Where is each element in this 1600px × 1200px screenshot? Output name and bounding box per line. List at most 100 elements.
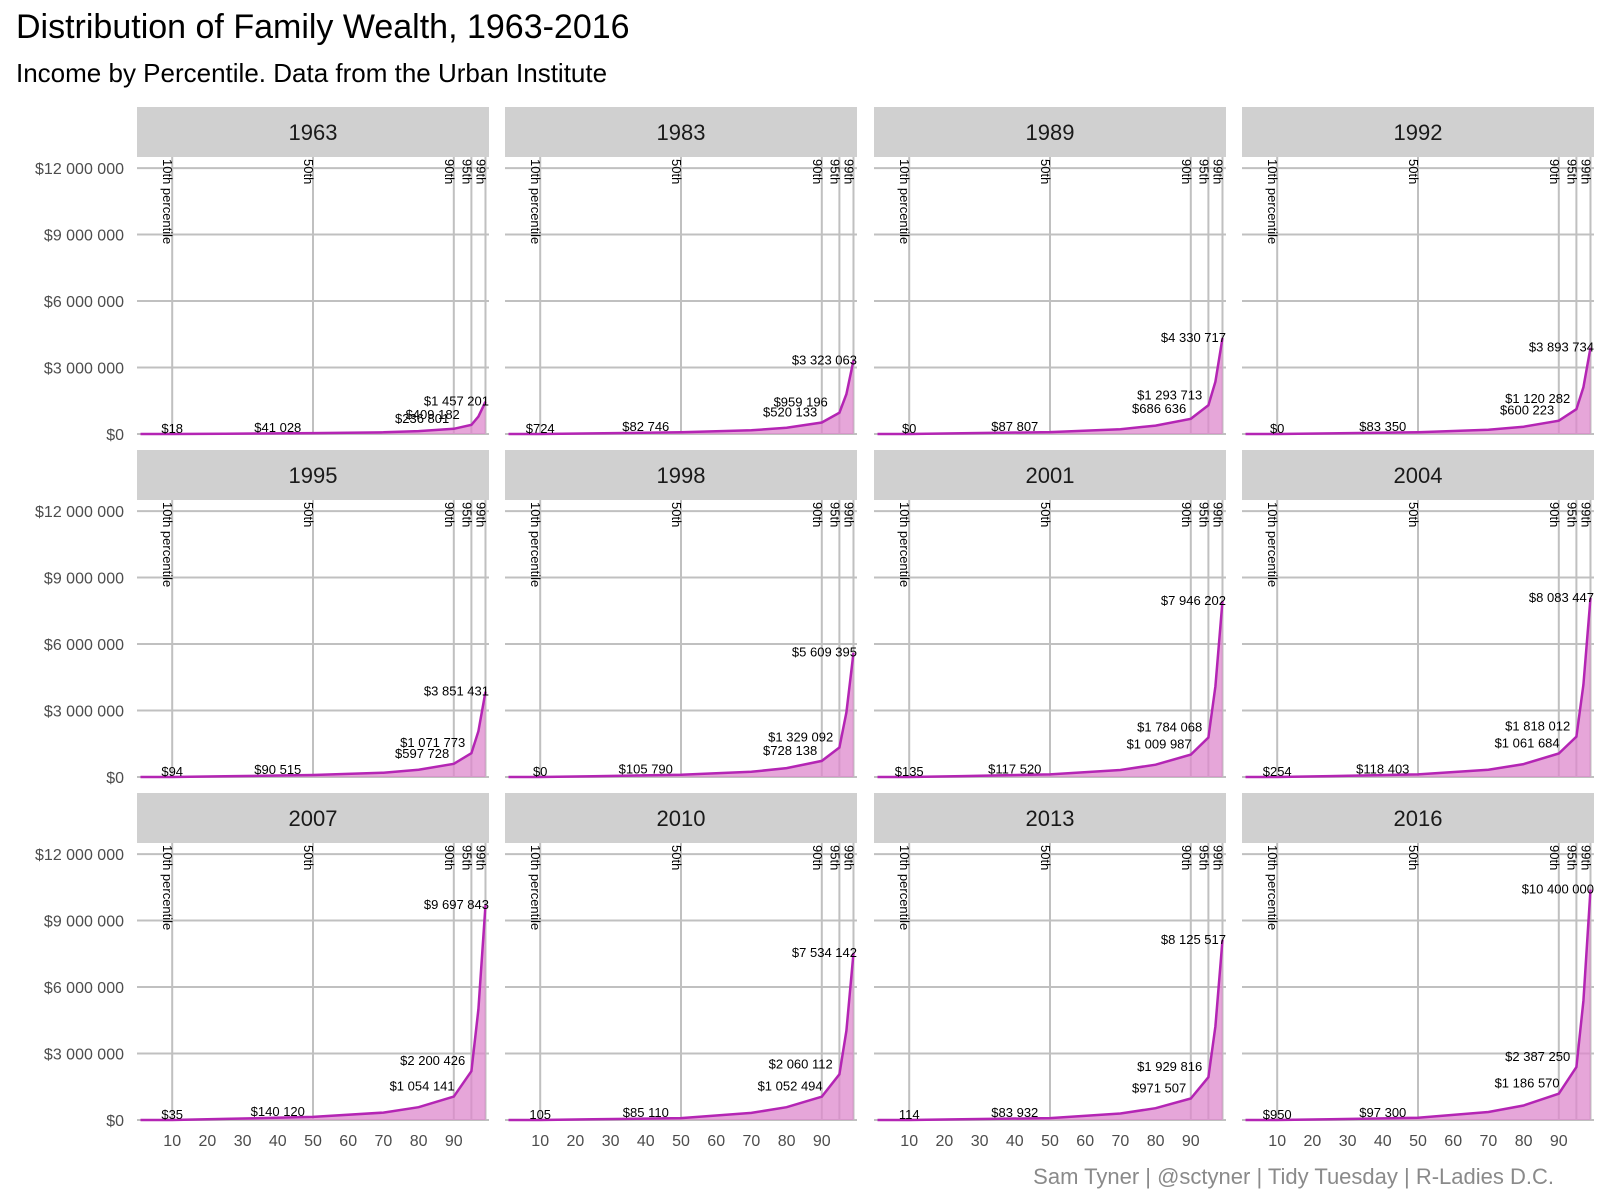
percentile-label: 10th percentile	[160, 845, 175, 930]
percentile-label: 99th	[841, 502, 856, 527]
percentile-label: 50th	[669, 845, 684, 870]
facet-strip	[505, 450, 857, 500]
wealth-line	[508, 952, 855, 1122]
value-label: $1 186 570	[1495, 1076, 1560, 1091]
x-tick-label: 60	[707, 1133, 725, 1150]
value-label: $41 028	[254, 420, 301, 435]
value-label: $950	[1263, 1107, 1292, 1122]
percentile-label: 90th	[1179, 159, 1194, 184]
y-tick-label: $12 000 000	[35, 504, 124, 521]
y-tick-label: $3 000 000	[44, 361, 124, 378]
value-label: $236 801	[395, 411, 449, 426]
value-label: $254	[1263, 764, 1292, 779]
x-tick-label: 40	[269, 1133, 287, 1150]
x-tick-label: 60	[339, 1133, 357, 1150]
value-label: $1 120 282	[1505, 391, 1570, 406]
wealth-line	[1245, 889, 1592, 1122]
value-label: $135	[895, 764, 924, 779]
wealth-area	[508, 953, 854, 1120]
wealth-area	[508, 360, 854, 434]
value-label: $97 300	[1359, 1105, 1406, 1120]
x-tick-label: 50	[1041, 1133, 1059, 1150]
percentile-label: 90th	[1179, 845, 1194, 870]
percentile-label: 99th	[1210, 159, 1225, 184]
y-tick-label: $9 000 000	[44, 228, 124, 245]
value-label: $82 746	[622, 419, 669, 434]
facet-strip	[505, 793, 857, 843]
value-label: $2 200 426	[400, 1053, 465, 1068]
wealth-line	[140, 905, 487, 1122]
x-tick-label: 90	[445, 1133, 463, 1150]
wealth-area	[877, 338, 1223, 434]
value-label: $971 507	[1132, 1080, 1186, 1095]
value-label: $83 350	[1359, 419, 1406, 434]
x-tick-label: 10	[163, 1133, 181, 1150]
percentile-label: 95th	[459, 502, 474, 527]
percentile-label: 10th percentile	[1265, 502, 1280, 587]
percentile-label: 99th	[1578, 845, 1593, 870]
wealth-line	[508, 360, 855, 436]
x-tick-label: 40	[637, 1133, 655, 1150]
percentile-label: 10th percentile	[897, 845, 912, 930]
x-tick-label: 50	[304, 1133, 322, 1150]
x-tick-label: 30	[234, 1133, 252, 1150]
value-label: $8 083 447	[1529, 590, 1594, 605]
value-label: $1 818 012	[1505, 719, 1570, 734]
value-label: $724	[526, 421, 555, 436]
value-label: $9 697 843	[424, 897, 489, 912]
y-tick-label: $0	[106, 1113, 124, 1130]
facet-strip	[1242, 107, 1594, 157]
x-tick-label: 90	[1182, 1133, 1200, 1150]
value-label: $7 534 142	[792, 945, 857, 960]
value-label: $1 061 684	[1495, 735, 1560, 750]
facet-strip	[505, 107, 857, 157]
x-tick-label: 40	[1006, 1133, 1024, 1150]
facet-panel-2001: 2001 10th percentile 50th 90th 95th 99th $135 $…	[874, 450, 1226, 779]
value-label: $520 133	[763, 404, 817, 419]
value-label: $1 054 141	[390, 1079, 455, 1094]
value-label: $0	[1270, 421, 1284, 436]
x-tick-label: 80	[1147, 1133, 1165, 1150]
wealth-line	[877, 939, 1224, 1122]
percentile-label: 95th	[827, 159, 842, 184]
x-tick-label: 20	[936, 1133, 954, 1150]
percentile-label: 95th	[1564, 159, 1579, 184]
percentile-label: 95th	[1196, 159, 1211, 184]
value-label: $1 052 494	[758, 1079, 823, 1094]
value-label: $1 329 092	[768, 730, 833, 745]
chart-subtitle: Income by Percentile. Data from the Urba…	[16, 58, 608, 88]
percentile-label: 50th	[1038, 159, 1053, 184]
percentile-label: 10th percentile	[528, 502, 543, 587]
facet-strip-label: 1995	[289, 463, 338, 488]
facet-strip-label: 1963	[289, 120, 338, 145]
x-tick-label: 10	[1268, 1133, 1286, 1150]
wealth-line	[1245, 347, 1592, 436]
value-label: $3 323 063	[792, 352, 857, 367]
value-label: $8 125 517	[1161, 932, 1226, 947]
x-tick-label: 10	[900, 1133, 918, 1150]
facet-panel-2004: 2004 10th percentile 50th 90th 95th 99th $254 $…	[1242, 450, 1594, 779]
percentile-label: 95th	[1196, 502, 1211, 527]
x-tick-label: 10	[531, 1133, 549, 1150]
wealth-area	[1245, 597, 1591, 777]
facet-panel-1992: 1992 10th percentile 50th 90th 95th 99th $0 $83…	[1242, 107, 1594, 436]
percentile-label: 10th percentile	[528, 845, 543, 930]
x-tick-label: 70	[375, 1133, 393, 1150]
percentile-label: 90th	[1179, 502, 1194, 527]
percentile-label: 50th	[1038, 502, 1053, 527]
wealth-area	[877, 939, 1223, 1120]
facet-strip	[137, 793, 489, 843]
value-label: $83 932	[991, 1105, 1038, 1120]
value-label: $7 946 202	[1161, 593, 1226, 608]
percentile-label: 10th percentile	[897, 159, 912, 244]
chart-caption: Sam Tyner | @sctyner | Tidy Tuesday | R-…	[1033, 1164, 1554, 1189]
percentile-label: 99th	[1210, 502, 1225, 527]
percentile-label: 99th	[473, 159, 488, 184]
facet-strip	[874, 793, 1226, 843]
y-tick-label: $0	[106, 770, 124, 787]
x-tick-label: 90	[1550, 1133, 1568, 1150]
wealth-area	[140, 401, 486, 434]
percentile-label: 10th percentile	[160, 159, 175, 244]
wealth-line	[877, 600, 1224, 779]
x-tick-label: 20	[1304, 1133, 1322, 1150]
